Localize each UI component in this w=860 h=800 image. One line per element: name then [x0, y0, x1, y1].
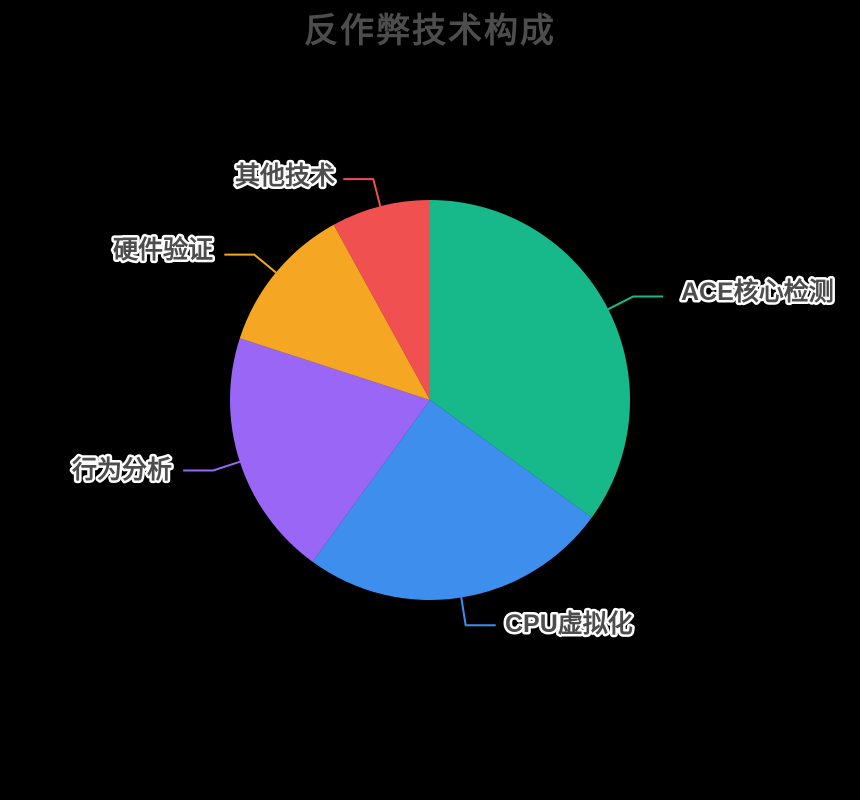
svg-text:ACE核心检测: ACE核心检测	[681, 277, 834, 306]
svg-text:其他技术: 其他技术	[235, 161, 335, 190]
svg-text:硬件验证: 硬件验证	[113, 235, 213, 264]
svg-text:CPU虚拟化: CPU虚拟化	[505, 610, 633, 638]
svg-text:行为分析: 行为分析	[71, 456, 172, 484]
